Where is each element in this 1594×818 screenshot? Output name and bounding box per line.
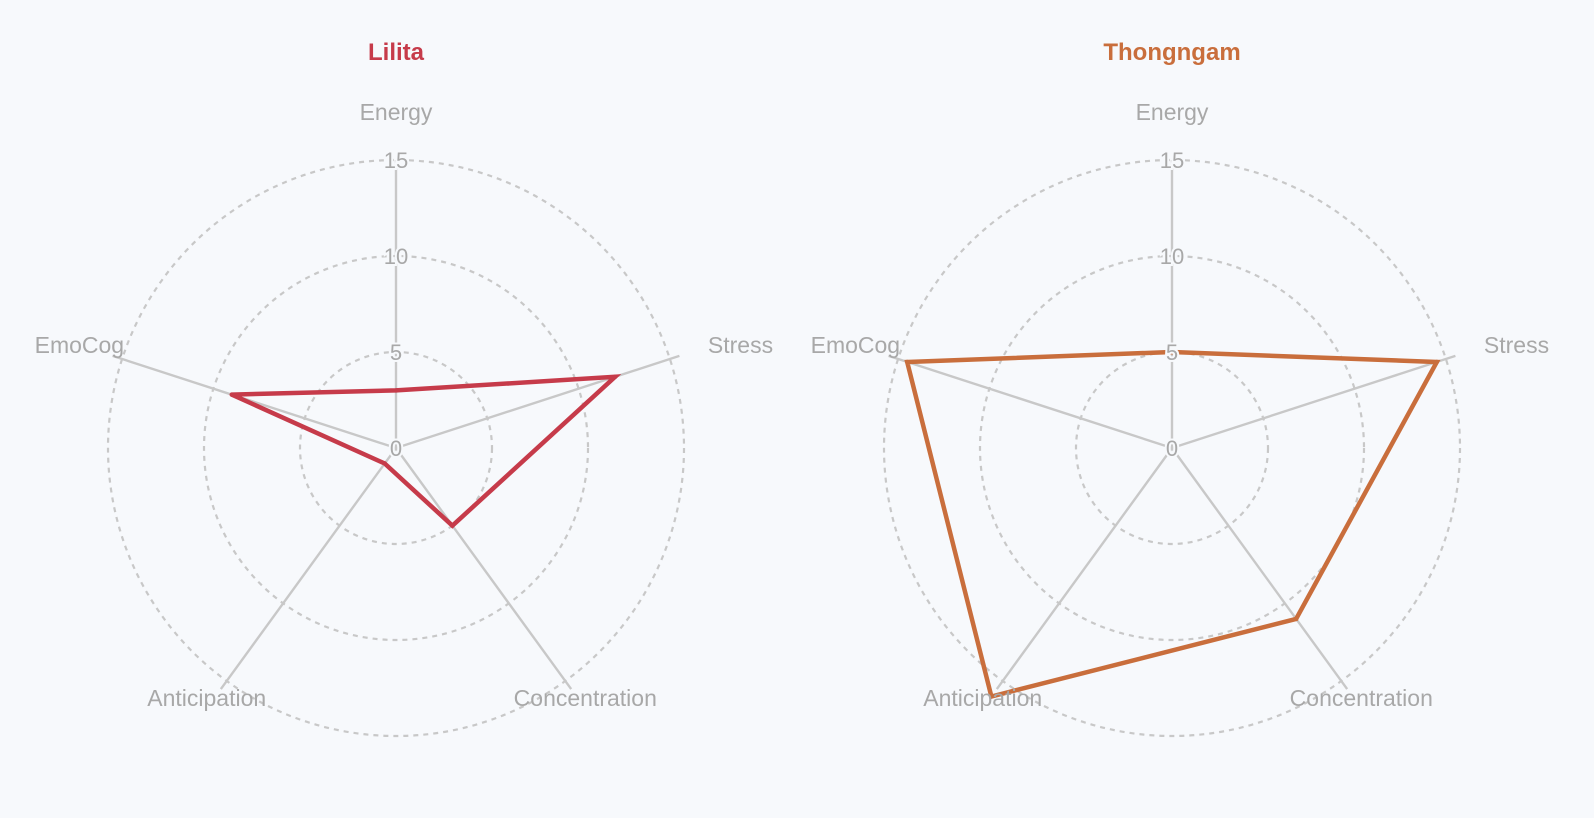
radar-axis-labels: Energy Stress Concentration Anticipation…	[811, 99, 1549, 711]
tick-label: 0	[1166, 436, 1178, 461]
data-point-emocog	[905, 359, 910, 365]
axis-label-concentration: Concentration	[514, 685, 657, 711]
radar-series	[229, 374, 622, 529]
radar-series	[904, 349, 1441, 700]
tick-label: 5	[1166, 340, 1178, 365]
data-point-energy	[393, 388, 399, 393]
radar-spokes	[888, 160, 1456, 690]
data-point-anticipation	[989, 694, 994, 699]
data-point-emocog	[229, 392, 234, 397]
data-point-anticipation	[382, 461, 387, 466]
axis-label-emocog: EmoCog	[35, 332, 124, 358]
radar-chart-thongngam: Thongngam 0 5 10 15 Energy Stress Concen…	[811, 39, 1549, 738]
axis-label-concentration: Concentration	[1290, 685, 1433, 711]
spoke-concentration	[395, 447, 573, 690]
data-point-stress	[1434, 359, 1440, 365]
radar-tick-labels: 0 5 10 15	[1158, 146, 1186, 463]
spoke-stress	[395, 354, 680, 450]
spoke-anticipation	[995, 447, 1173, 690]
tick-label: 15	[384, 148, 408, 173]
radar-chart-lilita: Lilita 0 5 10 15 Energy Stress Concentra…	[35, 39, 773, 738]
data-point-energy	[1169, 349, 1175, 355]
axis-label-energy: Energy	[1136, 99, 1209, 125]
axis-label-stress: Stress	[708, 332, 773, 358]
axis-label-anticipation: Anticipation	[147, 685, 266, 711]
chart-title: Thongngam	[1103, 39, 1240, 66]
axis-label-stress: Stress	[1484, 332, 1549, 358]
data-point-concentration	[1293, 616, 1299, 622]
spoke-concentration	[1171, 447, 1349, 690]
tick-label: 10	[384, 244, 408, 269]
tick-label: 10	[1160, 244, 1184, 269]
axis-label-emocog: EmoCog	[811, 332, 900, 358]
radar-tick-labels: 0 5 10 15	[382, 146, 410, 463]
data-point-stress	[612, 374, 618, 379]
spoke-emocog	[112, 354, 397, 450]
chart-title: Lilita	[368, 39, 425, 66]
radar-axis-labels: Energy Stress Concentration Anticipation…	[35, 99, 773, 711]
series-polygon	[904, 349, 1441, 700]
axis-label-energy: Energy	[360, 99, 433, 125]
radar-spokes	[112, 160, 680, 690]
data-point-concentration	[450, 523, 455, 528]
grid-ring	[882, 158, 1462, 738]
spoke-stress	[1171, 354, 1456, 450]
tick-label: 15	[1160, 148, 1184, 173]
spoke-anticipation	[219, 447, 397, 690]
tick-label: 0	[390, 436, 402, 461]
series-polygon	[230, 374, 622, 529]
spoke-emocog	[888, 354, 1173, 450]
tick-label: 5	[390, 340, 402, 365]
axis-label-anticipation: Anticipation	[923, 685, 1042, 711]
grid-ring	[106, 158, 686, 738]
